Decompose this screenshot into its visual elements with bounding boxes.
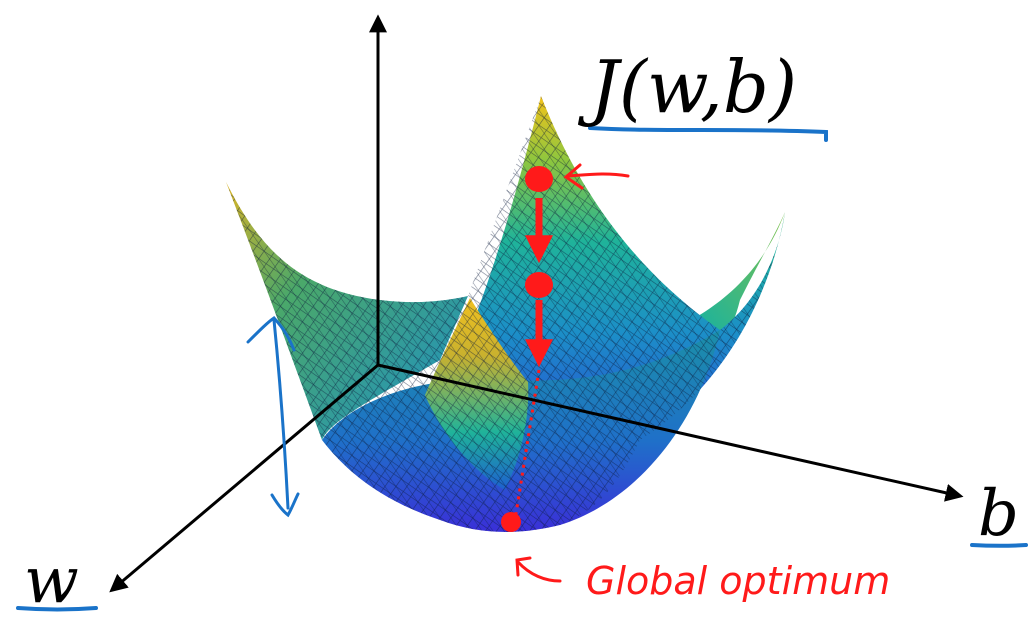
cost-function-label: J(w,b) xyxy=(577,45,797,129)
w-axis xyxy=(109,363,379,593)
surface-mesh-cross xyxy=(226,96,785,532)
cost-label-underline xyxy=(588,126,828,142)
global-optimum-point xyxy=(501,512,521,532)
optimum-pointer-arrow-icon xyxy=(515,556,562,583)
axes xyxy=(109,14,964,593)
descent-step-point-start xyxy=(525,166,553,192)
descent-step-point-middle xyxy=(525,272,553,298)
descent-dashed-line xyxy=(513,369,541,521)
height-double-arrow-icon xyxy=(246,316,300,518)
w-label-underline xyxy=(16,606,98,612)
b-axis xyxy=(377,363,964,502)
cost-surface xyxy=(226,96,785,532)
blue-annotations xyxy=(16,126,1028,612)
b-label-underline xyxy=(970,543,1028,548)
start-pointer-arrow-icon xyxy=(563,163,630,190)
global-optimum-label: Global optimum xyxy=(586,559,890,603)
w-axis-label: w xyxy=(24,544,79,618)
b-axis-label: b xyxy=(978,477,1019,551)
descent-path xyxy=(501,163,630,583)
